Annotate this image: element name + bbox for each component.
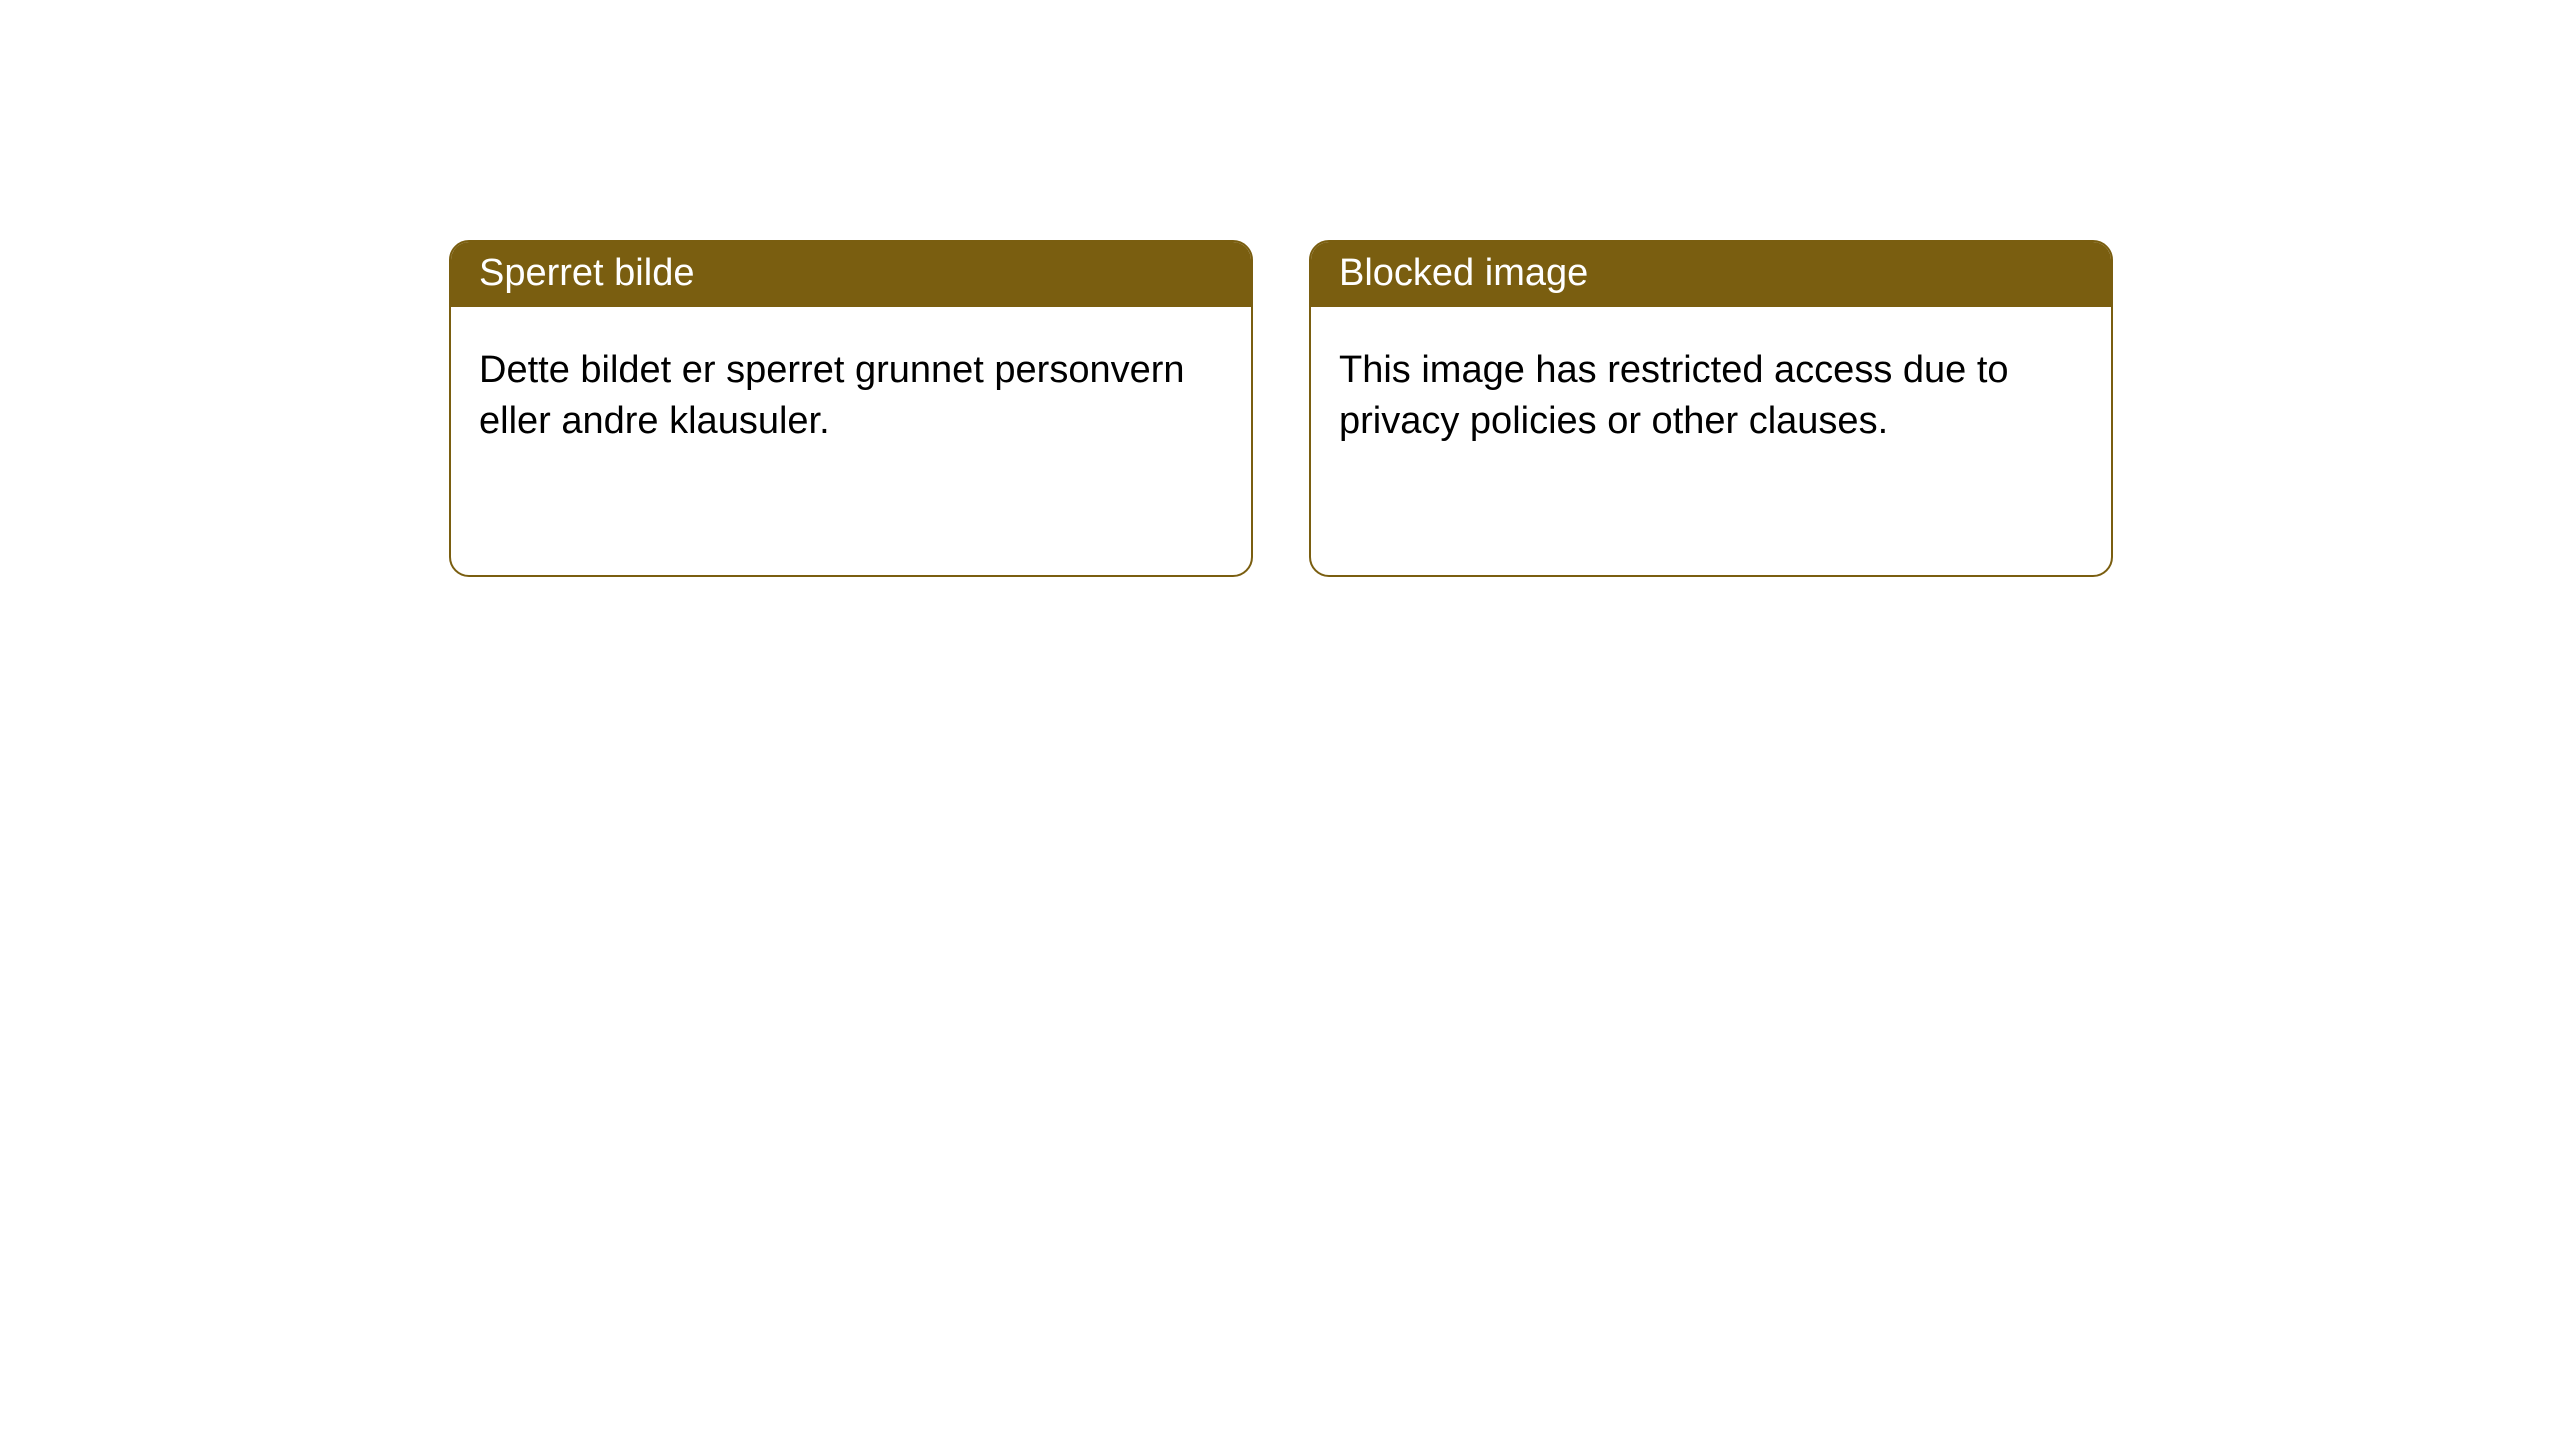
notice-card-body: This image has restricted access due to … — [1311, 307, 2111, 486]
notice-card-body: Dette bildet er sperret grunnet personve… — [451, 307, 1251, 486]
notice-card-title: Sperret bilde — [451, 242, 1251, 307]
notice-card-norwegian: Sperret bilde Dette bildet er sperret gr… — [449, 240, 1253, 577]
notice-container: Sperret bilde Dette bildet er sperret gr… — [0, 0, 2560, 577]
notice-card-title: Blocked image — [1311, 242, 2111, 307]
notice-card-english: Blocked image This image has restricted … — [1309, 240, 2113, 577]
